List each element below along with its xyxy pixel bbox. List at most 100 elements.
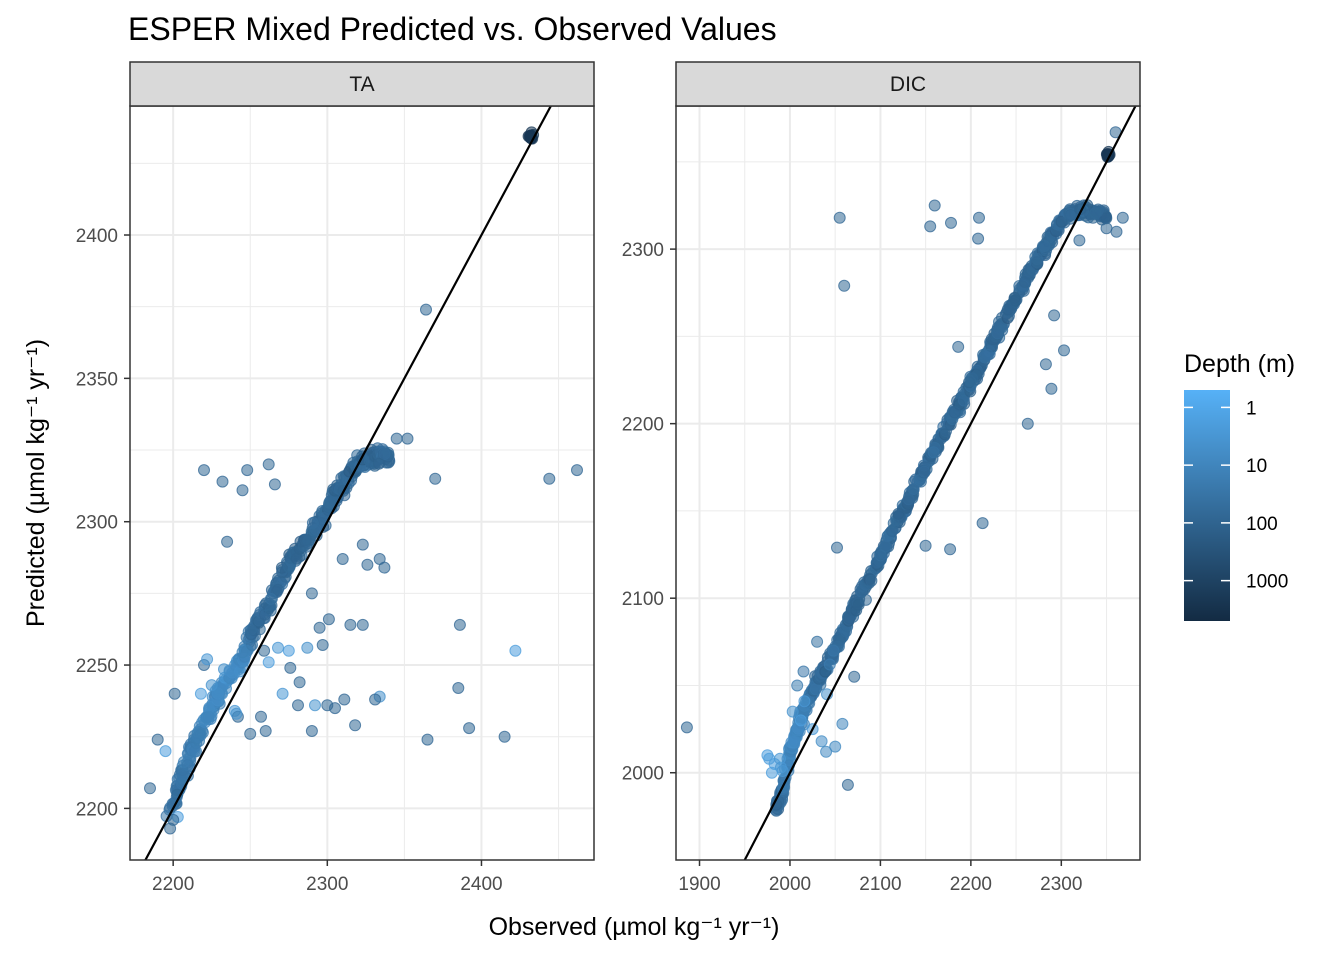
data-point [952, 340, 965, 353]
panel-ta: 2200 2300 2400 2200 2250 2300 2350 2400 TA [76, 61, 595, 895]
data-point [944, 543, 957, 556]
data-point [827, 644, 840, 657]
data-point [463, 722, 476, 735]
data-point [244, 623, 257, 636]
y-tick-label: 2200 [622, 415, 664, 436]
data-point [361, 558, 374, 571]
y-tick-label: 2400 [76, 226, 118, 247]
data-point [1030, 256, 1043, 268]
data-point [1087, 211, 1099, 224]
data-point [264, 592, 277, 605]
data-point [316, 639, 329, 651]
data-point [892, 507, 905, 520]
data-point [236, 646, 249, 659]
panels: 2200 2300 2400 2200 2250 2300 2350 2400 TA 1900 20… [76, 61, 1141, 895]
data-point [798, 695, 811, 708]
data-point [831, 541, 843, 554]
data-point [262, 458, 275, 471]
data-point [1045, 382, 1058, 395]
x-axis-title: Observed (µmol kg⁻¹ yr⁻¹) [489, 913, 780, 941]
chart-title: ESPER Mixed Predicted vs. Observed Value… [128, 11, 777, 47]
data-point [924, 220, 937, 233]
legend-title: Depth (m) [1184, 350, 1295, 378]
data-point [1038, 240, 1051, 252]
data-point [543, 472, 556, 485]
data-point [272, 641, 284, 654]
panel-dic: 1900 2000 2100 2200 2300 2000 2100 2200 2300 DIC [622, 61, 1141, 895]
data-point [181, 759, 194, 771]
data-point [859, 593, 872, 606]
data-point [788, 735, 801, 748]
data-point [829, 740, 842, 753]
data-point [1021, 417, 1034, 430]
data-point [1073, 234, 1086, 247]
y-tick-label: 2350 [76, 369, 118, 390]
data-point [144, 782, 156, 795]
y-tick-label: 2100 [622, 589, 664, 610]
data-point [322, 613, 335, 626]
x-tick-label: 2200 [950, 874, 992, 895]
data-point [776, 765, 789, 777]
data-point [765, 766, 778, 779]
data-point [948, 406, 961, 419]
data-point [823, 658, 836, 671]
data-point [309, 699, 321, 712]
data-point [259, 725, 272, 737]
data-point [284, 661, 297, 674]
data-point [301, 641, 314, 654]
x-tick-label: 1900 [678, 874, 720, 895]
data-point [164, 822, 177, 835]
data-point [833, 211, 846, 224]
data-point [429, 472, 442, 485]
data-point [159, 745, 172, 758]
data-point [981, 348, 994, 361]
identity-line [144, 106, 553, 860]
data-point [336, 553, 349, 565]
data-point [848, 670, 861, 683]
data-point [241, 464, 254, 477]
legend-colorbar [1184, 390, 1230, 621]
data-point [198, 464, 210, 477]
data-point [1023, 265, 1036, 278]
data-point [262, 656, 275, 669]
data-point [196, 726, 209, 739]
data-point [373, 553, 386, 565]
data-point [236, 484, 249, 497]
data-point [221, 535, 234, 548]
data-point [976, 517, 989, 530]
data-point [453, 618, 466, 631]
data-point [313, 621, 326, 634]
facet-label: TA [349, 73, 374, 96]
data-point [421, 733, 434, 746]
data-point [268, 478, 281, 491]
data-point [887, 517, 900, 530]
data-point [356, 538, 369, 551]
data-point [865, 574, 878, 587]
data-point [356, 618, 369, 631]
x-tick-label: 2000 [769, 874, 811, 895]
data-point [991, 321, 1004, 334]
data-point [305, 725, 318, 737]
data-point [349, 719, 362, 732]
identity-line [743, 106, 1137, 860]
data-point [794, 714, 807, 727]
points-layer [144, 126, 583, 835]
legend-label: 100 [1246, 514, 1278, 535]
data-point [498, 730, 511, 743]
data-point [255, 710, 267, 723]
data-point [774, 752, 786, 765]
data-point [902, 493, 915, 506]
data-point [945, 216, 957, 229]
data-point [306, 516, 319, 529]
data-point [230, 707, 243, 720]
x-tick-label: 2100 [859, 874, 901, 895]
data-point [919, 539, 932, 552]
data-point [401, 432, 414, 445]
data-point [344, 618, 357, 631]
facet-label: DIC [890, 73, 926, 96]
data-point [973, 211, 985, 224]
data-point [838, 279, 851, 292]
data-point [202, 710, 215, 723]
data-point [205, 679, 218, 692]
data-point [194, 687, 207, 700]
